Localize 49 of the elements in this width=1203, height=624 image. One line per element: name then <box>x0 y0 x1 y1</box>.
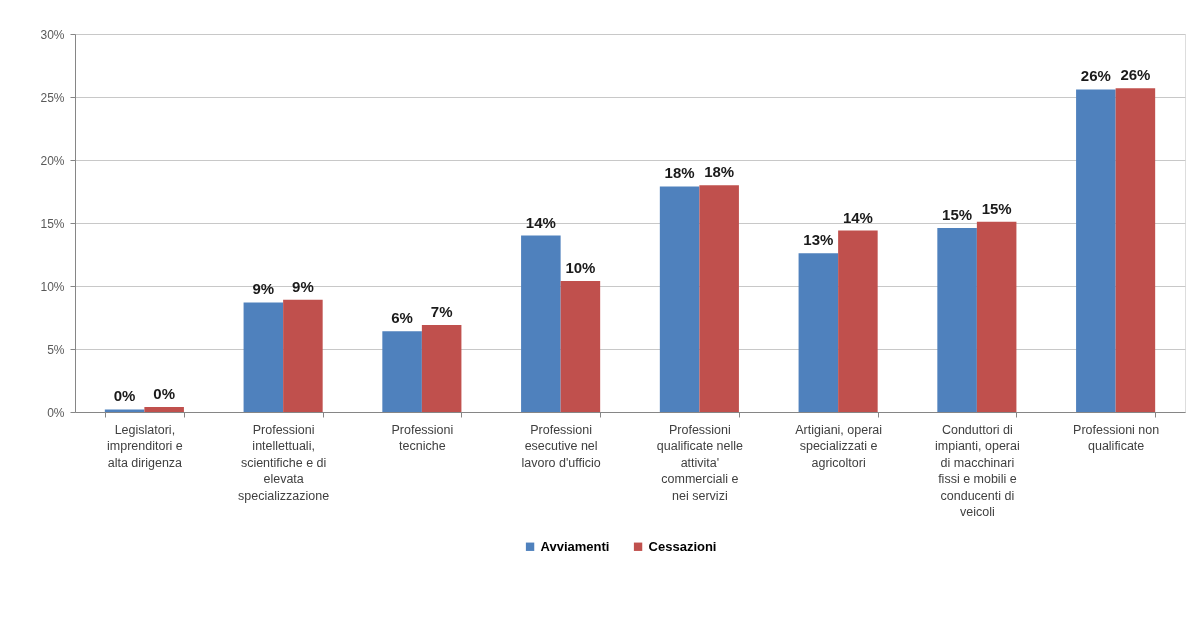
data-label: 14% <box>842 208 873 226</box>
y-tick-label: 25% <box>40 90 65 105</box>
x-tick-label: Professioni intellettuali, scientifiche e di elevata specializzazione <box>238 422 330 503</box>
data-label: 15% <box>942 206 973 224</box>
data-label: 26% <box>1080 67 1111 85</box>
bar <box>1115 88 1156 412</box>
bar <box>243 302 284 412</box>
bar <box>104 409 145 412</box>
y-tick-label: 5% <box>47 342 65 357</box>
x-tick-label: Professioni esecutive nel lavoro d'ufficio <box>521 422 601 470</box>
bar <box>699 185 739 412</box>
bar <box>521 235 561 412</box>
data-label: 26% <box>1120 66 1151 84</box>
x-tick-label: Artigiani, operai specializzati e agricoltori <box>795 422 883 470</box>
bar <box>144 406 184 412</box>
bar <box>798 253 839 412</box>
data-label: 9% <box>292 277 314 295</box>
x-tick-label: Conduttori di impianti, operai di macchinari fissi e mobili e conducenti di veicoli <box>934 422 1020 519</box>
bar <box>976 221 1017 412</box>
legend-label: Avviamenti <box>540 538 610 554</box>
bar <box>382 331 422 412</box>
bar <box>560 280 601 412</box>
bar <box>1076 89 1116 412</box>
data-label: 15% <box>981 199 1012 217</box>
data-label: 0% <box>153 384 175 402</box>
bar <box>421 325 462 412</box>
bar <box>838 230 878 412</box>
y-tick-label: 30% <box>40 27 65 42</box>
x-tick-label: Professioni tecniche <box>391 422 454 453</box>
data-label: 6% <box>391 309 413 327</box>
bar <box>659 186 700 412</box>
y-tick-label: 20% <box>40 153 65 168</box>
legend-label: Cessazioni <box>648 538 717 554</box>
x-tick-label: Professioni qualificate nelle attivita' commerciali e nei servizi <box>656 422 744 503</box>
x-tick-label: Legislatori, imprenditori e alta dirigenza <box>107 422 183 470</box>
x-tick-label: Professioni non qualificate <box>1073 422 1160 453</box>
data-label: 13% <box>803 231 834 249</box>
bar <box>937 228 977 412</box>
data-label: 14% <box>525 213 556 231</box>
y-tick-label: 15% <box>40 216 65 231</box>
data-label: 10% <box>565 258 596 276</box>
data-label: 7% <box>430 303 453 321</box>
bar <box>283 299 323 412</box>
data-label: 0% <box>113 387 136 405</box>
y-tick-label: 0% <box>47 405 65 420</box>
data-label: 18% <box>704 163 735 181</box>
data-label: 18% <box>664 164 695 182</box>
y-tick-label: 10% <box>40 279 65 294</box>
data-label: 9% <box>252 280 275 298</box>
